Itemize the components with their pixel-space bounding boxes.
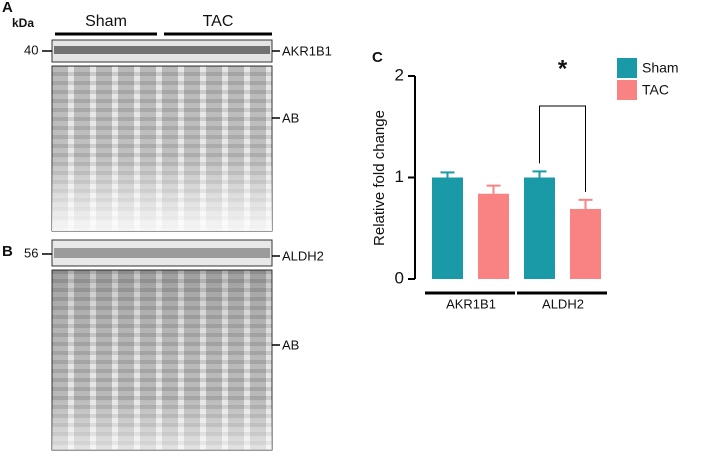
y-tick-label: 1 [395,167,404,186]
blot-stain-fade [52,66,272,231]
panel-label: B [2,243,13,260]
legend-swatch [617,58,637,78]
stain-label: AB [282,337,299,352]
x-tick-label: AKR1B1 [446,296,496,311]
y-axis-label: Relative fold change [371,110,388,246]
stain-label: AB [282,110,299,125]
legend-label: Sham [642,60,679,76]
legend-label: TAC [642,82,669,98]
bar [478,193,509,279]
blot-stain-fade [52,270,272,450]
y-tick-label: 0 [395,268,404,287]
significance-bracket [539,105,586,192]
blot-band-signal [54,46,270,54]
y-tick-label: 2 [395,65,404,84]
blot-band-signal [54,248,270,258]
group-label: TAC [203,13,234,30]
legend-swatch [617,80,637,100]
marker-label: 56 [24,245,38,260]
band-label: ALDH2 [282,248,324,263]
bar-chart: 0 1 2 AKR1B1 ALDH2 * Sham TAC [395,55,679,311]
marker-label: 40 [24,42,38,57]
bar [432,177,463,279]
panel-label: C [372,49,383,66]
group-label: Sham [85,13,127,30]
band-label: AKR1B1 [282,43,332,58]
panel-label: A [2,0,13,16]
x-tick-label: ALDH2 [542,296,584,311]
bar [570,208,601,279]
significance-label: * [558,55,568,82]
bar [524,177,555,279]
unit-label: kDa [12,16,34,30]
